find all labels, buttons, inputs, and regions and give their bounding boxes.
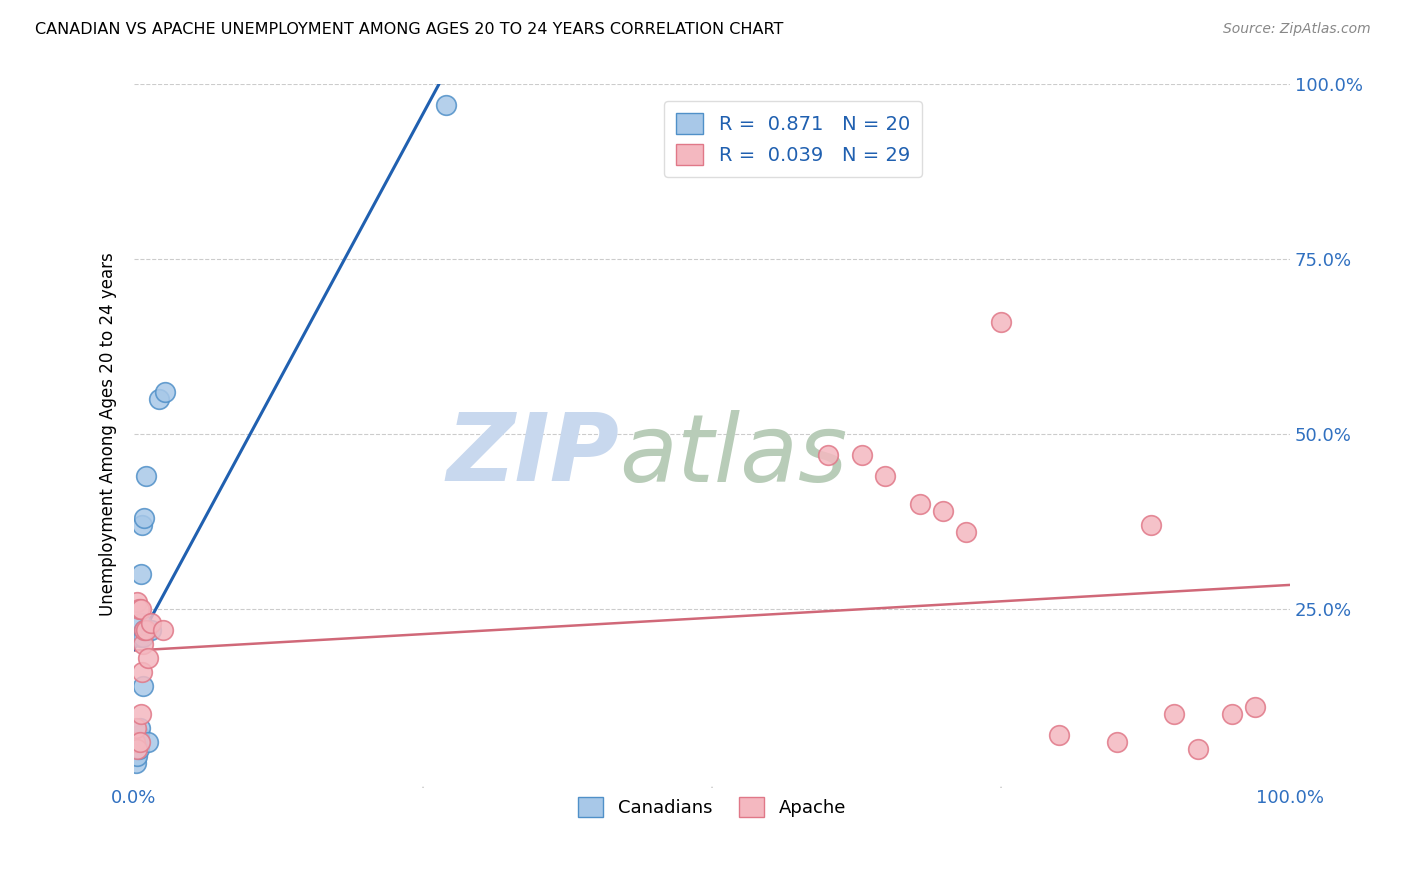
Point <box>1244 700 1267 714</box>
Point <box>1140 518 1163 533</box>
Point <box>955 525 977 540</box>
Point <box>875 469 897 483</box>
Point <box>125 722 148 736</box>
Point <box>135 469 157 483</box>
Point <box>990 315 1012 329</box>
Point <box>434 98 457 112</box>
Point <box>817 449 839 463</box>
Point <box>134 624 156 638</box>
Point <box>141 624 163 638</box>
Point <box>128 602 150 616</box>
Point <box>131 665 153 680</box>
Point <box>128 722 150 736</box>
Point <box>125 756 148 771</box>
Point <box>128 728 150 742</box>
Point <box>155 385 177 400</box>
Point <box>124 735 146 749</box>
Text: atlas: atlas <box>620 410 848 501</box>
Point <box>128 742 150 756</box>
Point <box>128 735 150 749</box>
Text: CANADIAN VS APACHE UNEMPLOYMENT AMONG AGES 20 TO 24 YEARS CORRELATION CHART: CANADIAN VS APACHE UNEMPLOYMENT AMONG AG… <box>35 22 783 37</box>
Point <box>851 449 873 463</box>
Point <box>152 624 174 638</box>
Point <box>129 616 152 631</box>
Text: ZIP: ZIP <box>447 409 620 501</box>
Point <box>1187 742 1209 756</box>
Point <box>129 707 152 722</box>
Point <box>131 518 153 533</box>
Legend: Canadians, Apache: Canadians, Apache <box>571 790 853 824</box>
Point <box>129 602 152 616</box>
Point <box>1220 707 1243 722</box>
Point <box>127 735 149 749</box>
Y-axis label: Unemployment Among Ages 20 to 24 years: Unemployment Among Ages 20 to 24 years <box>100 252 117 616</box>
Point <box>132 631 155 645</box>
Point <box>135 624 157 638</box>
Point <box>136 651 159 665</box>
Point <box>132 637 155 651</box>
Point <box>129 567 152 582</box>
Point <box>132 680 155 694</box>
Point <box>127 749 149 764</box>
Point <box>141 616 163 631</box>
Point <box>127 742 149 756</box>
Point <box>908 498 931 512</box>
Point <box>1163 707 1185 722</box>
Point <box>128 631 150 645</box>
Point <box>136 735 159 749</box>
Point <box>127 595 149 609</box>
Point <box>932 504 955 518</box>
Point <box>1047 728 1070 742</box>
Text: Source: ZipAtlas.com: Source: ZipAtlas.com <box>1223 22 1371 37</box>
Point <box>148 392 170 407</box>
Point <box>134 511 156 525</box>
Point <box>1105 735 1128 749</box>
Point <box>134 624 156 638</box>
